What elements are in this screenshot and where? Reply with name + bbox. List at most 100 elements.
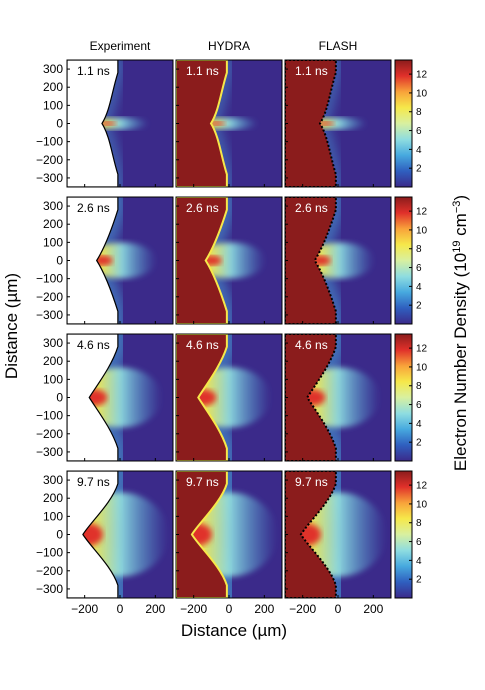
column-title-experiment: Experiment (90, 39, 151, 53)
colorbar-tick-label: 6 (416, 400, 422, 411)
time-label: 9.7 ns (295, 475, 328, 489)
x-tick-label: 200 (363, 602, 383, 616)
colorbar-tick-label: 10 (416, 225, 428, 236)
y-tick-label: −100 (36, 272, 63, 286)
colorbar-tick-label: 12 (416, 207, 428, 218)
time-label: 9.7 ns (186, 475, 219, 489)
jet-core (99, 121, 116, 126)
y-tick-label: −300 (36, 308, 63, 322)
target-region (285, 471, 337, 598)
x-tick-label: −200 (289, 602, 316, 616)
panel-hydra-1: 1.1 ns (175, 59, 283, 188)
x-axis-title: Distance (µm) (181, 621, 287, 640)
column-title-flash: FLASH (319, 39, 358, 53)
jet-plume (79, 367, 162, 428)
colorbar-tick-label: 8 (416, 518, 422, 529)
target-region (285, 334, 337, 461)
time-label: 4.6 ns (295, 338, 328, 352)
colorbar-tick-label: 10 (416, 362, 428, 373)
panels: 1.1 ns 1.1 ns 1.1 ns 2.6 ns 2.6 ns 2.6 ns 4.6 … (66, 59, 392, 599)
x-tick-label: −200 (71, 602, 98, 616)
panel-experiment-2: 2.6 ns (66, 196, 174, 325)
target-region (176, 334, 228, 461)
colorbar-gradient (394, 196, 413, 325)
y-tick-label: −100 (36, 546, 63, 560)
colorbar-tick-label: 8 (416, 244, 422, 255)
target-region (67, 197, 119, 324)
y-tick-label: 200 (43, 354, 63, 368)
colorbar-3: 12 10 8 6 4 2 (394, 333, 428, 462)
time-label: 2.6 ns (186, 201, 219, 215)
colorbar-gradient (394, 470, 413, 599)
jet-plume (304, 242, 375, 279)
colorbar-tick-label: 6 (416, 537, 422, 548)
axes: 300 200 100 0 −100 −200 −300 300 200 100 0 −100 −200… (36, 62, 384, 616)
colorbars: 12 10 8 6 4 2 12 10 8 6 4 2 12 10 8 6 4 2 12 10 8 6 4 2 (394, 59, 428, 599)
colorbar-tick-label: 4 (416, 282, 422, 293)
jet-plume (91, 117, 150, 130)
jet-plume (200, 117, 259, 130)
colorbar-tick-label: 12 (416, 481, 428, 492)
panel-experiment-4: 9.7 ns (66, 470, 174, 599)
panel-hydra-4: 9.7 ns (175, 470, 283, 599)
time-label: 2.6 ns (77, 201, 110, 215)
x-tick-label: −200 (180, 602, 207, 616)
jet-core (317, 121, 334, 126)
y-tick-label: 100 (43, 372, 63, 386)
time-label: 4.6 ns (77, 338, 110, 352)
colorbar-tick-label: 6 (416, 263, 422, 274)
time-label: 4.6 ns (186, 338, 219, 352)
colorbar-tick-label: 10 (416, 88, 428, 99)
y-tick-label: 300 (43, 336, 63, 350)
target-region (67, 334, 119, 461)
x-tick-label: 0 (226, 602, 233, 616)
y-tick-label: 0 (56, 528, 63, 542)
colorbar-title-exp1: 19 (451, 241, 463, 253)
y-tick-label: −300 (36, 445, 63, 459)
y-axis-title: Distance (µm) (2, 273, 21, 379)
target-region (285, 60, 337, 187)
panel-hydra-3: 4.6 ns (175, 333, 283, 462)
time-label: 9.7 ns (77, 475, 110, 489)
colorbar-gradient (394, 333, 413, 462)
y-tick-label: 200 (43, 80, 63, 94)
colorbar-tick-label: 12 (416, 70, 428, 81)
panel-flash-3: 4.6 ns (284, 333, 392, 462)
target-region (285, 197, 337, 324)
colorbar-tick-label: 8 (416, 381, 422, 392)
colorbar-tick-label: 2 (416, 164, 422, 175)
colorbar-tick-label: 2 (416, 438, 422, 449)
colorbar-title-exp2: −3 (451, 201, 463, 214)
y-tick-label: −100 (36, 135, 63, 149)
x-tick-label: 200 (145, 602, 165, 616)
y-tick-label: −100 (36, 409, 63, 423)
y-tick-label: −300 (36, 582, 63, 596)
colorbar-tick-label: 2 (416, 575, 422, 586)
jet-core (208, 121, 225, 126)
y-tick-label: −200 (36, 153, 63, 167)
target-region (176, 60, 228, 187)
target-region (67, 471, 119, 598)
time-label: 1.1 ns (77, 64, 110, 78)
y-tick-label: 300 (43, 62, 63, 76)
colorbar-tick-label: 6 (416, 126, 422, 137)
x-tick-label: 0 (335, 602, 342, 616)
y-tick-label: 300 (43, 199, 63, 213)
y-tick-label: 100 (43, 235, 63, 249)
y-tick-label: 200 (43, 491, 63, 505)
panel-experiment-3: 4.6 ns (66, 333, 174, 462)
colorbar-tick-label: 4 (416, 145, 422, 156)
colorbar-tick-label: 4 (416, 419, 422, 430)
y-tick-label: 100 (43, 98, 63, 112)
column-titles: Experiment HYDRA FLASH (90, 39, 358, 53)
y-tick-label: 0 (56, 117, 63, 131)
target-region (176, 197, 228, 324)
time-label: 1.1 ns (295, 64, 328, 78)
jet-plume (86, 242, 157, 279)
y-tick-label: 200 (43, 217, 63, 231)
jet-plume (195, 242, 266, 279)
y-tick-label: 100 (43, 509, 63, 523)
y-tick-label: −200 (36, 290, 63, 304)
colorbar-gradient (394, 59, 413, 188)
colorbar-tick-label: 8 (416, 107, 422, 118)
